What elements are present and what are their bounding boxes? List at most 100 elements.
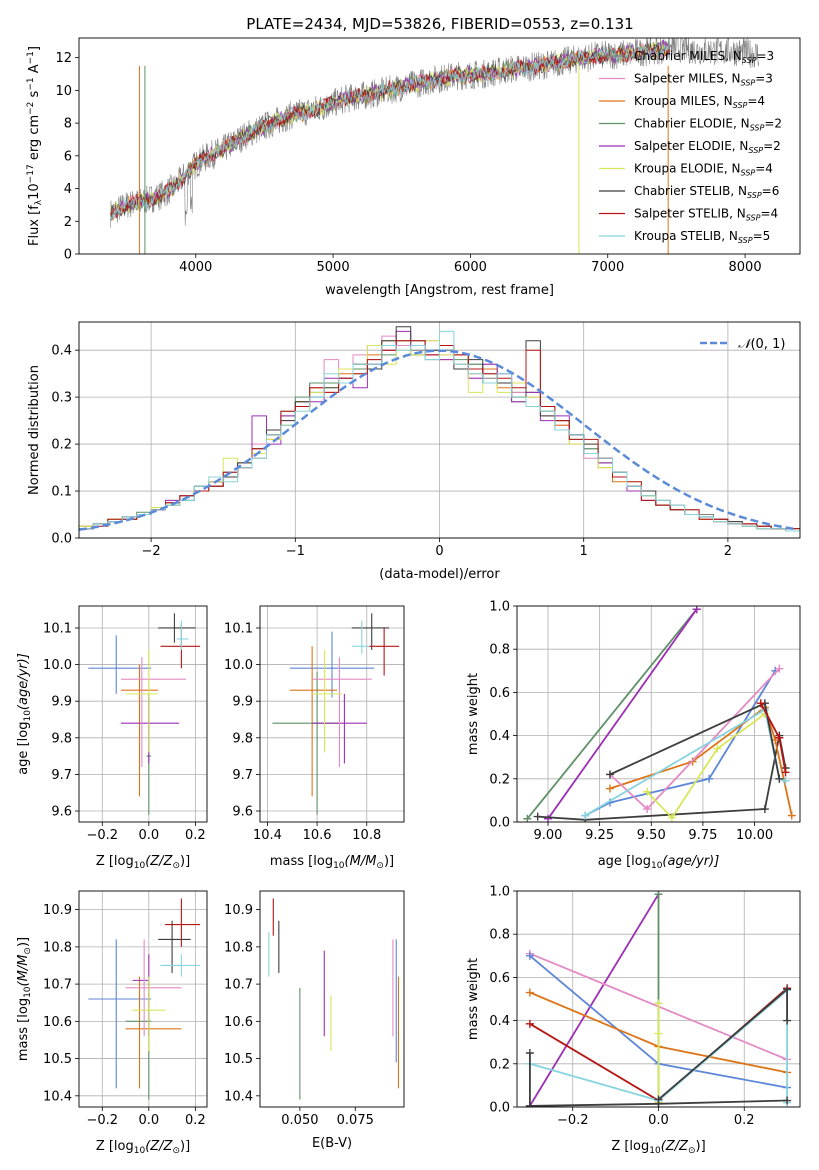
plus-marker (760, 805, 769, 814)
label-part: −1 (26, 51, 36, 64)
y-tick-label: 0.4 (51, 344, 72, 359)
label-part: 10 (23, 986, 33, 998)
x-tick-label: 2 (724, 544, 732, 559)
legend-entry: 𝒩(0, 1) (738, 337, 785, 352)
model-spectrum (110, 43, 670, 219)
x-axis-label: E(B-V) (312, 1136, 352, 1151)
x-tick-label: 0.075 (337, 1113, 374, 1128)
label-part: =4 (755, 162, 773, 176)
axes-frame (516, 890, 801, 1108)
label-part: 10 (23, 710, 33, 722)
label-part: )] (180, 854, 190, 869)
plus-marker (525, 1019, 534, 1028)
y-tick-label: 10.0 (43, 658, 72, 673)
x-tick-label: −0.2 (86, 828, 118, 843)
error-bar-point (125, 939, 182, 1037)
label-part: SSP (741, 79, 756, 88)
error-bar-point (160, 954, 201, 977)
plus-marker (705, 774, 714, 783)
weight-series (543, 606, 701, 822)
label-part: =6 (762, 184, 780, 198)
y-tick-label: 9.8 (51, 731, 72, 746)
label-part: )] (696, 1139, 706, 1154)
plus-marker (781, 768, 790, 777)
label-part: mass [log (270, 854, 333, 869)
x-tick-label: 10.6 (303, 828, 332, 843)
legend-entry: Kroupa STELIB, NSSP=5 (634, 229, 770, 245)
label-part: )] (16, 937, 31, 947)
label-part: SSP (741, 169, 756, 178)
y-tick-label: 2 (64, 215, 72, 230)
y-tick-label: 0 (64, 248, 72, 263)
label-part: (age/yr)] (16, 653, 31, 710)
label-part: −1 (26, 77, 36, 90)
x-tick-label: −1 (286, 544, 305, 559)
error-bar-point (120, 657, 187, 768)
label-part: Salpeter STELIB, N (634, 207, 746, 221)
plus-marker (643, 787, 652, 796)
y-tick-label: 0.8 (489, 643, 510, 658)
legend-entry: Chabrier MILES, NSSP=3 (634, 49, 774, 65)
label-part: 10 (333, 861, 345, 871)
y-tick-label: 10.4 (43, 1089, 72, 1104)
label-part: Z [log (96, 1139, 134, 1154)
age_vs_Z-axes: −0.2 0.0 0.29.69.79.89.910.010.1Z [log10(Z… (16, 605, 208, 871)
y-tick-label: 10.9 (224, 903, 253, 918)
x-tick-label: 0 (435, 544, 443, 559)
label-part: Kroupa MILES, N (634, 94, 733, 108)
y-tick-label: 10 (55, 84, 72, 99)
label-part: ⊙ (172, 861, 180, 871)
label-part: (M/M (16, 955, 31, 987)
plus-marker (692, 606, 701, 614)
y-tick-label: 10.0 (224, 658, 253, 673)
plus-marker (756, 699, 765, 708)
error-bar-point (176, 620, 189, 650)
plus-marker (523, 814, 532, 822)
label-part: )] (384, 854, 394, 869)
y-tick-label: 10.1 (43, 621, 72, 636)
x-tick-label: 0.0 (138, 1113, 159, 1128)
weight-line (547, 608, 698, 820)
y-tick-label: 9.9 (232, 695, 253, 710)
label-part: SSP (747, 191, 762, 200)
x-tick-label: 6000 (454, 260, 487, 275)
axes-frame (259, 605, 405, 823)
plus-marker (787, 811, 796, 820)
legend-entry: Salpeter STELIB, NSSP=4 (634, 207, 778, 223)
mass_vs_ebv-axes: 0.050 0.075 10.4 10.5 10.6 10.7 10.8 10.9 E(B-V) (224, 890, 405, 1151)
label-part: (Z/Z (145, 854, 173, 869)
weight-series (654, 985, 792, 1104)
y-tick-label: 10.1 (224, 621, 253, 636)
y-tick-label: 12 (55, 51, 72, 66)
y-tick-label: 10.8 (224, 940, 253, 955)
legend-entry: Chabrier ELODIE, NSSP=2 (634, 117, 782, 133)
label-part: =2 (764, 117, 782, 131)
label-part: s (27, 90, 42, 101)
label-part: (M/M (345, 854, 377, 869)
label-part: SSP (742, 56, 757, 65)
axes-frame (78, 321, 801, 539)
legend-entry: Salpeter MILES, NSSP=3 (634, 72, 773, 88)
x-tick-label: −0.2 (557, 1113, 589, 1128)
plus-marker (783, 985, 792, 994)
label-part: 10 (134, 1146, 146, 1156)
y-tick-label: 0.2 (489, 1057, 510, 1072)
label-part: ⊙ (172, 1146, 180, 1156)
label-part: Kroupa STELIB, N (634, 229, 738, 243)
label-part: ⊙ (688, 1146, 696, 1156)
plus-marker (781, 776, 790, 785)
weight-line (526, 608, 698, 820)
y-tick-label: 0.2 (489, 772, 510, 787)
x-axis-label: Z [log10(Z/Z⊙)] (96, 854, 190, 871)
x-axis-label: mass [log10(M/M⊙)] (270, 854, 394, 871)
plus-marker (775, 733, 784, 742)
x-axis-label: Z [log10(Z/Z⊙)] (96, 1139, 190, 1156)
plus-marker (783, 1016, 792, 1025)
label-part: 10 (651, 861, 663, 871)
label-part: SSP (738, 236, 753, 245)
x-tick-label: 7000 (591, 260, 624, 275)
y-tick-label: 9.8 (232, 731, 253, 746)
label-part: =4 (747, 94, 765, 108)
label-part: mass [log (16, 998, 31, 1061)
